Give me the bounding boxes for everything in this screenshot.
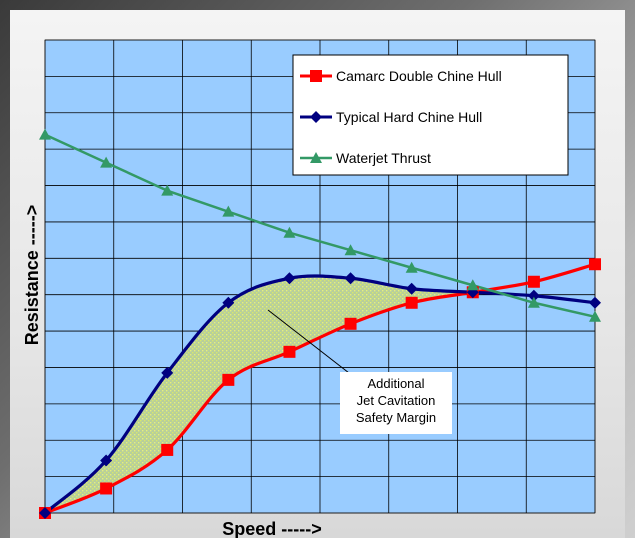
annotation-text-line: Jet Cavitation	[357, 393, 436, 408]
data-point-triangle	[405, 261, 418, 273]
x-axis-label: Speed ----->	[222, 519, 322, 538]
data-point-square	[100, 482, 113, 495]
data-point-square	[527, 275, 540, 288]
data-point-diamond	[222, 296, 235, 309]
chart-frame: Additional Jet Cavitation Safety Margin Ca…	[10, 10, 625, 538]
annotation-pointer-line	[267, 309, 359, 381]
safety-margin-fill	[45, 275, 473, 513]
annotation: Additional Jet Cavitation Safety Margin	[267, 309, 452, 434]
annotation-box	[340, 372, 452, 434]
annotation-text-line: Safety Margin	[356, 410, 436, 425]
data-point-diamond	[283, 272, 296, 285]
data-point-diamond	[39, 507, 51, 519]
legend-swatch-marker	[310, 70, 322, 82]
data-point-square	[405, 296, 418, 309]
legend-entry: Camarc Double Chine Hull	[336, 68, 502, 84]
series-line-waterjet-thrust	[44, 133, 596, 319]
data-point-triangle	[39, 128, 51, 140]
data-point-triangle	[344, 244, 357, 256]
legend: Camarc Double Chine Hull Typical Hard Chi…	[292, 54, 569, 176]
data-point-square	[283, 345, 296, 358]
y-axis-label: Resistance ----->	[22, 205, 42, 346]
legend-box	[292, 54, 569, 176]
series-markers	[39, 128, 601, 519]
data-point-diamond	[100, 454, 113, 467]
annotation-text-line: Additional	[367, 376, 424, 391]
series-line-camarc-double-chine-hull	[44, 262, 596, 515]
data-point-triangle	[527, 296, 540, 308]
data-point-triangle	[466, 279, 479, 291]
data-point-diamond	[161, 366, 174, 379]
legend-entry: Waterjet Thrust	[336, 150, 431, 166]
data-point-diamond	[527, 289, 540, 302]
chart: Additional Jet Cavitation Safety Margin Ca…	[22, 39, 601, 538]
legend-swatch-marker	[310, 111, 322, 123]
legend-swatch-marker	[310, 152, 322, 163]
data-point-square	[161, 443, 174, 456]
data-point-triangle	[161, 184, 174, 196]
data-point-square	[222, 373, 235, 386]
data-point-triangle	[222, 205, 235, 217]
data-point-diamond	[405, 282, 418, 295]
data-point-triangle	[100, 156, 113, 168]
data-point-square	[589, 258, 601, 271]
safety-margin-region	[45, 275, 473, 513]
data-point-square	[344, 317, 357, 330]
data-point-diamond	[589, 296, 601, 309]
data-point-triangle	[589, 310, 601, 322]
data-point-diamond	[344, 272, 357, 285]
data-point-triangle	[283, 226, 296, 238]
legend-entry: Typical Hard Chine Hull	[336, 109, 482, 125]
